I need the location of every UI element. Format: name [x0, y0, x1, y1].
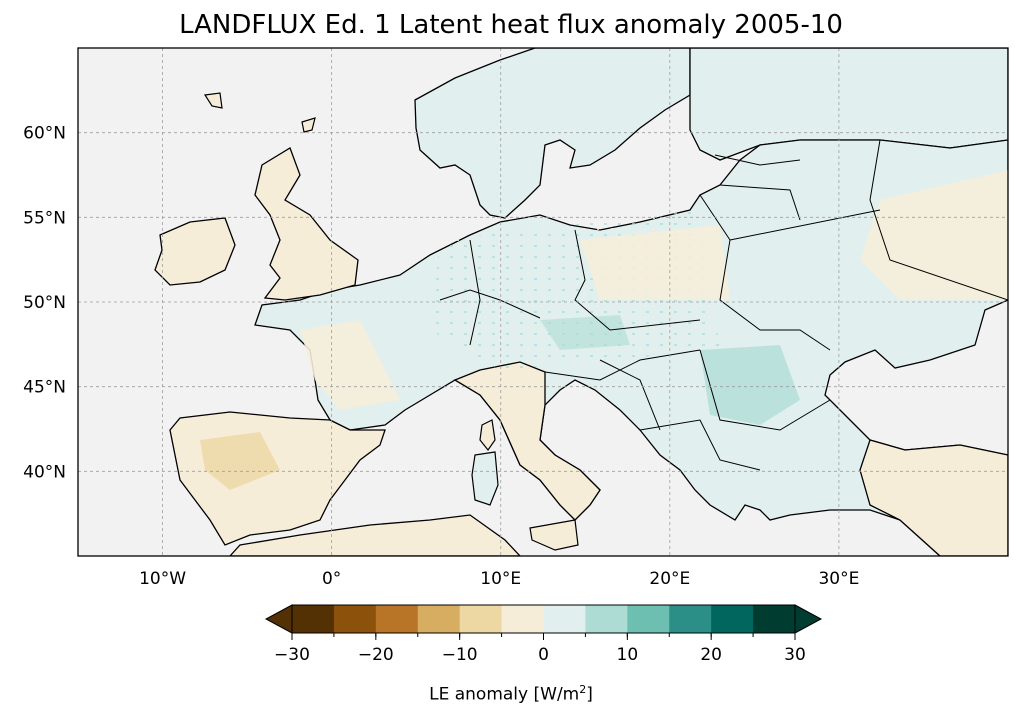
anomaly-patch-france-dry — [300, 320, 400, 410]
colorbar-extend-under — [264, 604, 293, 634]
colorbar-segment — [292, 605, 335, 633]
lon-tick-label: 10°W — [139, 569, 186, 589]
map-title: LANDFLUX Ed. 1 Latent heat flux anomaly … — [179, 10, 843, 40]
anomaly-patch-poland-dry — [580, 225, 730, 300]
land-iceland-faroes — [203, 92, 223, 109]
land-shetland — [301, 117, 316, 133]
land-sardinia — [471, 451, 499, 506]
map-frame — [77, 47, 1009, 557]
country-borders — [439, 139, 1008, 471]
colorbar-segment — [501, 605, 544, 633]
colorbar-tick-label: 0 — [538, 645, 549, 665]
land-corsica — [479, 419, 496, 452]
anomaly-patch-alps — [540, 315, 630, 350]
lat-tick-label: 50°N — [23, 293, 66, 313]
colorbar-tick-label: −30 — [274, 645, 310, 665]
colorbar-tick-label: 20 — [700, 645, 722, 665]
longitude-labels: 10°W 0° 10°E 20°E 30°E — [139, 569, 859, 589]
land-italy — [453, 361, 601, 521]
anomaly-patch-carpathian — [700, 345, 800, 425]
colorbar-label: LE anomaly [W/m2] — [429, 683, 593, 705]
land-great-britain — [254, 147, 359, 301]
anomaly-patch-east-dry — [860, 170, 1008, 300]
colorbar-tick-label: −20 — [358, 645, 394, 665]
colorbar-segment — [417, 605, 461, 633]
lon-tick-label: 0° — [322, 569, 341, 589]
anomaly-patch-iberia-strong — [200, 432, 280, 490]
lon-tick-label: 10°E — [480, 569, 521, 589]
colorbar-segment — [669, 605, 712, 633]
colorbar-segment — [459, 605, 503, 633]
colorbar-segment — [753, 605, 796, 633]
colorbar-segment — [543, 605, 586, 633]
colorbar-segment — [585, 605, 628, 633]
colorbar-segment — [375, 605, 419, 633]
colorbar-segment — [333, 605, 377, 633]
colorbar-segment — [711, 605, 754, 633]
latitude-labels: 60°N 55°N 50°N 45°N 40°N — [23, 124, 66, 483]
colorbar-tick-label: 10 — [617, 645, 639, 665]
colorbar-extend-over — [794, 604, 823, 634]
colorbar-segment — [627, 605, 670, 633]
gridlines — [78, 48, 1008, 556]
land-layer — [154, 48, 1008, 556]
lat-tick-label: 60°N — [23, 124, 66, 144]
land-north-africa — [229, 514, 521, 556]
colorbar: −30 −20 −10 0 10 20 30 — [264, 604, 823, 665]
lat-tick-label: 45°N — [23, 378, 66, 398]
land-anatolia — [859, 439, 1008, 556]
lon-tick-label: 20°E — [649, 569, 690, 589]
colorbar-tick-label: 30 — [784, 645, 806, 665]
colorbar-tick-label: −10 — [442, 645, 478, 665]
land-sicily — [529, 519, 579, 551]
lon-tick-label: 30°E — [818, 569, 859, 589]
land-ireland — [154, 217, 236, 286]
lat-tick-label: 55°N — [23, 208, 66, 228]
lat-tick-label: 40°N — [23, 462, 66, 482]
